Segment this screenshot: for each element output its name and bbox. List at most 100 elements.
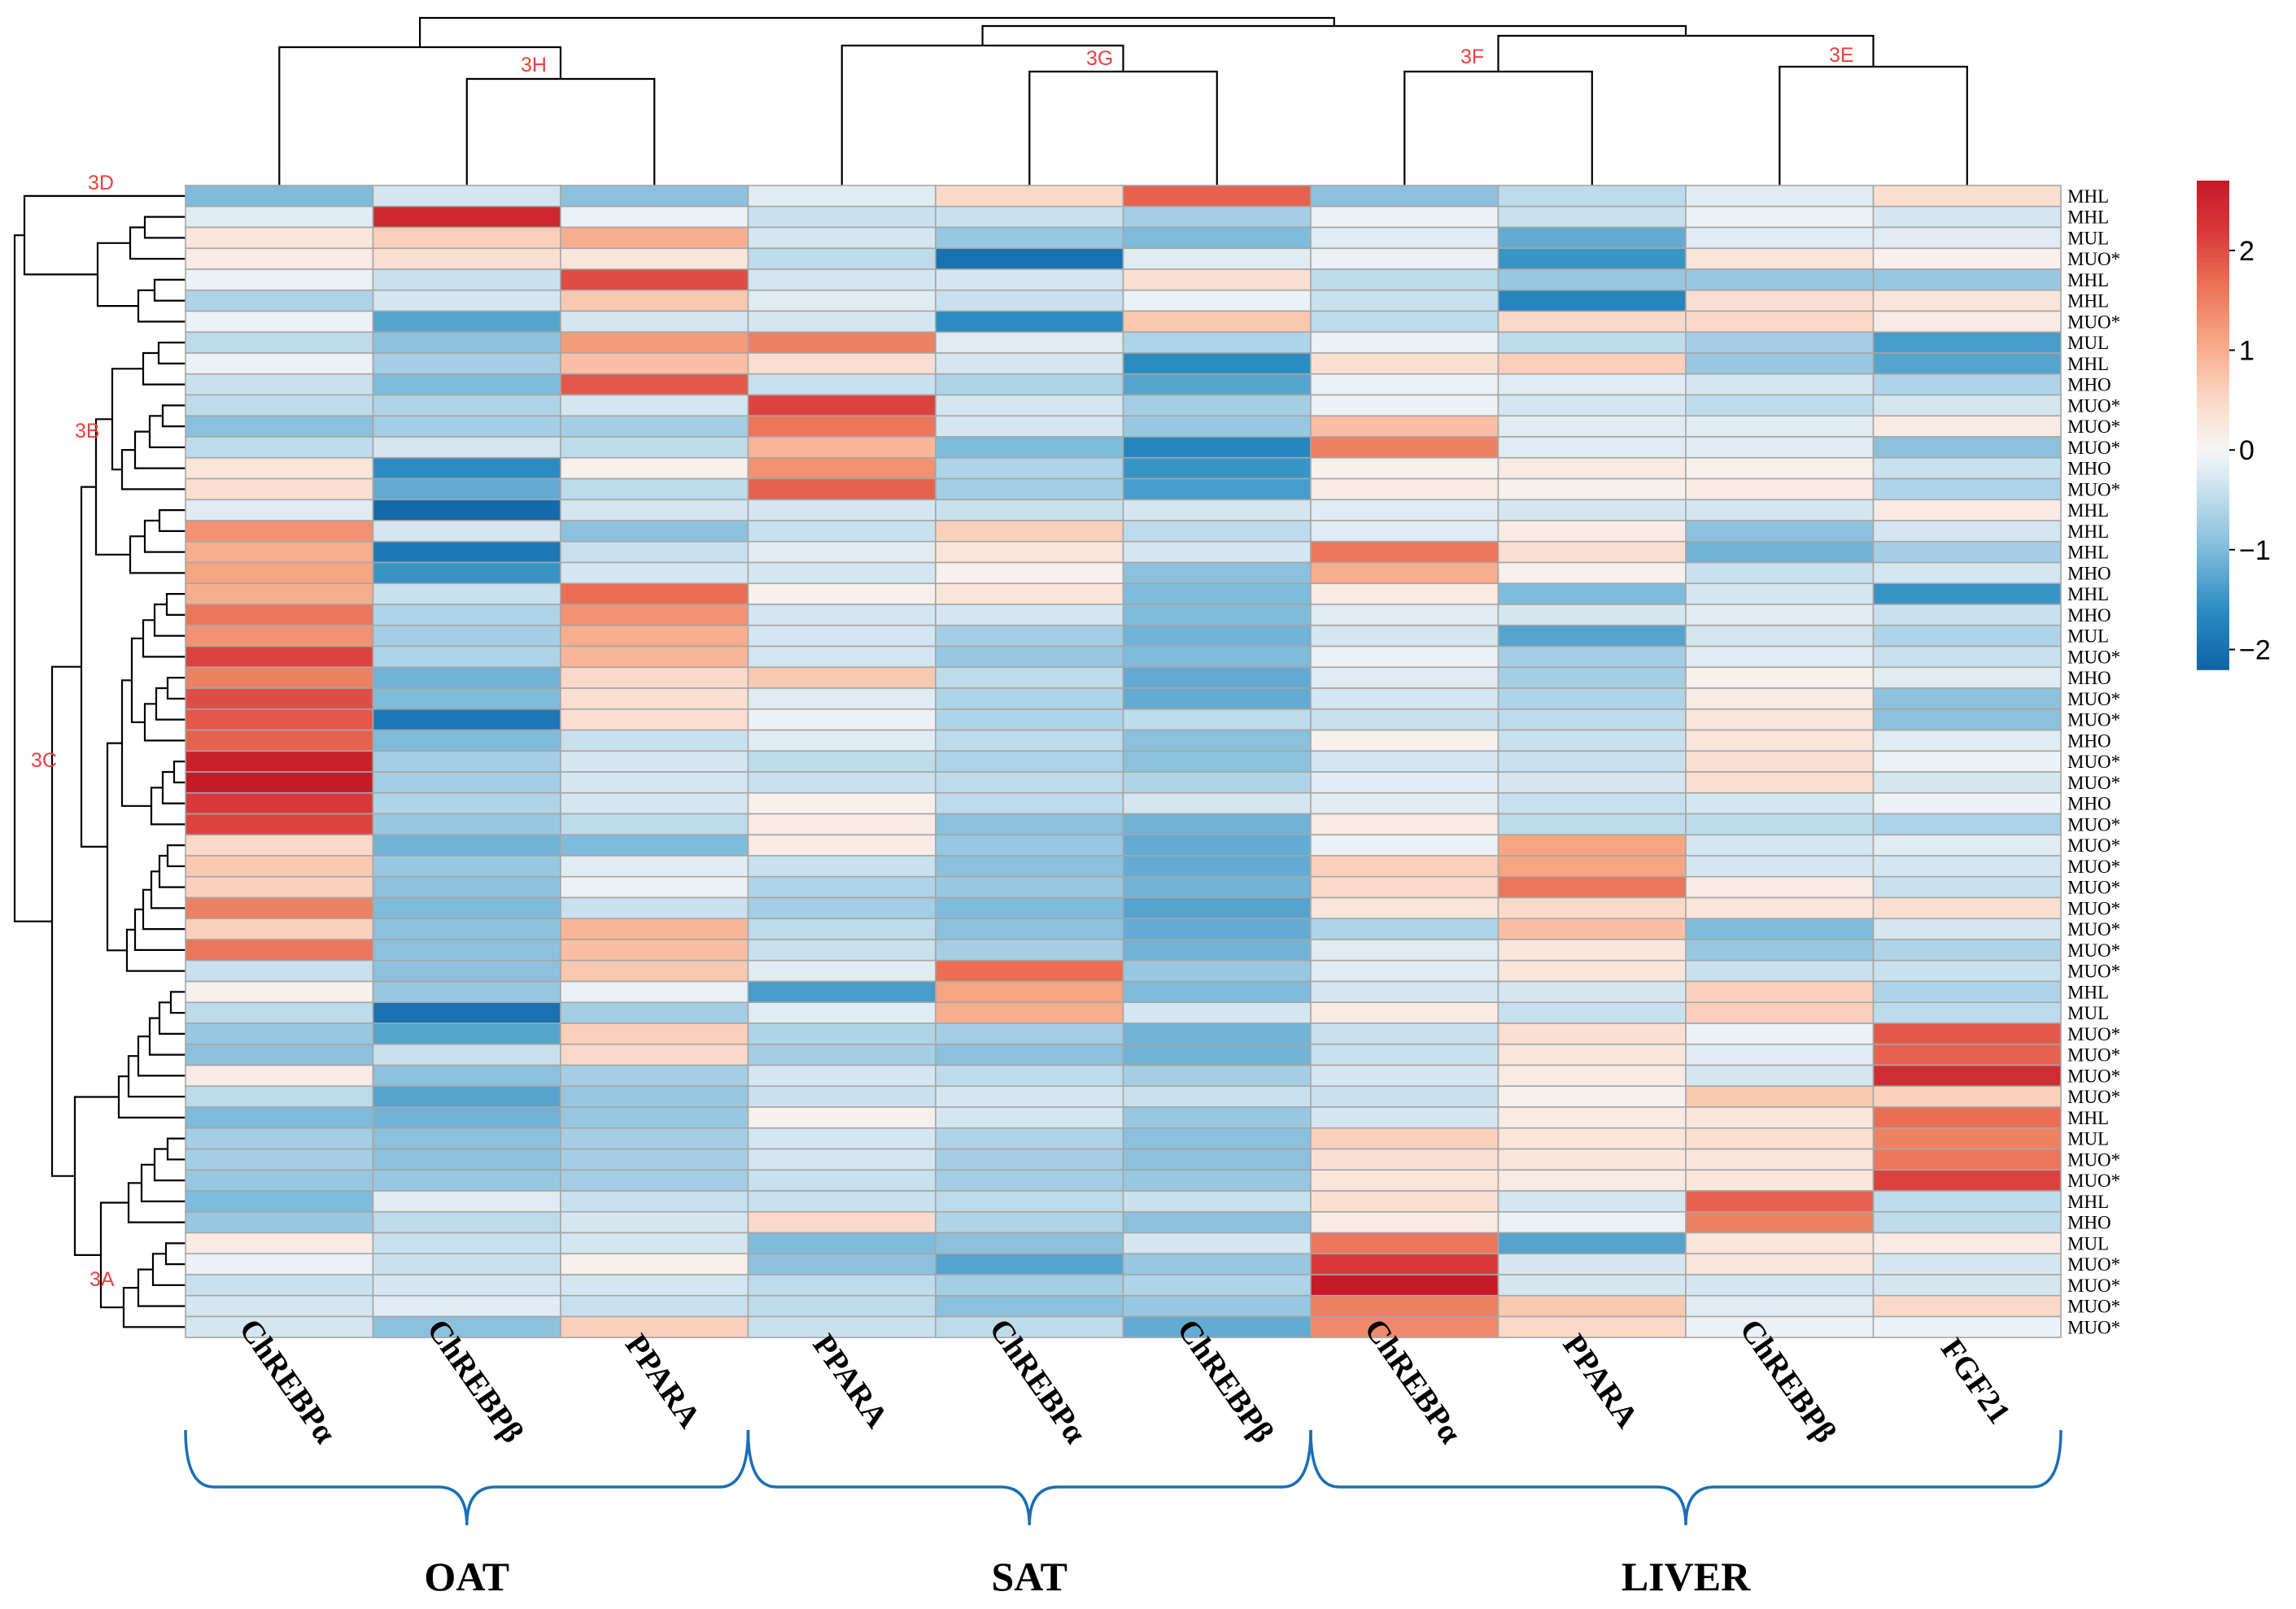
colorbar-segment [2197,315,2229,320]
heatmap-cell [1310,1043,1499,1066]
heatmap-cell [1122,1127,1312,1150]
heatmap-cell [560,1232,749,1255]
heatmap-cell [747,771,936,794]
heatmap-cell [747,582,936,605]
colorbar-segment [2197,372,2229,377]
heatmap-cell [560,1274,749,1297]
colorbar-segment [2197,185,2229,190]
heatmap-cell [1122,980,1312,1004]
heatmap-cell [372,1210,561,1234]
row-labels: MHLMHLMULMUO*MHLMHLMUO*MULMHLMHOMUO*MUO*… [2067,186,2120,1338]
dendrogram-branch [169,991,186,1014]
heatmap-cell [1872,477,2062,501]
heatmap-cell [1497,540,1687,564]
heatmap-cell [747,729,936,752]
heatmap-cell [372,1127,561,1150]
dendrogram-branch [120,449,186,491]
heatmap-cell [185,226,374,250]
heatmap-cell [185,373,374,396]
heatmap-cell [372,1253,561,1275]
dendrogram-branch [129,535,186,574]
heatmap-cell [747,1085,936,1108]
heatmap-cell [747,980,936,1004]
heatmap-cell [1497,980,1687,1004]
heatmap-cell [560,1169,749,1192]
heatmap-cell [1872,729,2062,752]
dendrogram-branch [166,844,186,867]
heatmap-cell [372,1190,561,1213]
dendrogram-branch [465,77,656,185]
heatmap-cell [747,1001,936,1024]
colorbar-segment [2197,290,2229,296]
heatmap-cell [935,268,1124,291]
colorbar-segment [2197,486,2229,491]
row-label: MUO* [2067,710,2120,730]
heatmap-cell [1497,561,1687,585]
heatmap-cell [747,456,936,480]
colorbar-segment [2197,278,2229,284]
row-label: MUO* [2067,1275,2120,1296]
heatmap-cell [1685,373,1875,396]
dendrogram-branch [142,351,186,386]
heatmap-cell [1872,1064,2062,1088]
heatmap-cell [1872,918,2062,940]
heatmap-cell [1872,666,2062,689]
row-label: MUO* [2067,752,2120,772]
heatmap-cell [935,1169,1124,1192]
heatmap-cell [1685,352,1875,375]
heatmap-cell [1122,520,1312,543]
column-label: PPARA [618,1328,707,1435]
heatmap-cell [1872,1106,2062,1129]
heatmap-cell [372,834,561,857]
heatmap-cell [935,1043,1124,1066]
heatmap-cell [1685,1001,1875,1024]
row-label: MUO* [2067,1171,2120,1191]
heatmap-cell [1685,875,1875,899]
heatmap-cell [1122,1274,1312,1297]
row-label: MHO [2067,563,2111,583]
heatmap-cell [747,1064,936,1088]
heatmap-cell [185,540,374,564]
row-label: MHO [2067,1213,2111,1233]
heatmap-cell [1310,226,1499,250]
heatmap-cell [747,185,936,207]
colorbar-segment [2197,591,2229,597]
heatmap-cell [1122,436,1312,459]
colorbar-segment [2197,201,2229,206]
heatmap-cell [1685,1190,1875,1213]
heatmap-cell [1685,1294,1875,1318]
row-label: MUO* [2067,1317,2120,1337]
heatmap-cell [1497,477,1687,501]
heatmap-cell [560,499,749,521]
row-label: MHL [2067,207,2109,228]
heatmap-cell [1122,226,1312,250]
heatmap-cell [1497,604,1687,626]
colorbar-segment [2197,469,2229,475]
row-label: MUO* [2067,1254,2120,1275]
heatmap-cell [185,855,374,878]
heatmap-cell [560,1043,749,1066]
heatmap-cell [560,1023,749,1045]
colorbar-segment [2197,408,2229,414]
heatmap-cell [372,708,561,731]
colorbar-segment [2197,225,2229,230]
heatmap-cell [185,1001,374,1024]
heatmap-cell [185,436,374,459]
heatmap-cell [1685,645,1875,669]
colorbar-segment [2197,616,2229,621]
heatmap-cell [372,1023,561,1045]
heatmap-cell [1122,456,1312,480]
heatmap-cell [560,1127,749,1150]
heatmap-cell [1122,645,1312,669]
colorbar-segment [2197,270,2229,275]
colorbar-segment [2197,665,2229,670]
heatmap-cell [1685,1085,1875,1108]
heatmap-cell [560,624,749,648]
heatmap-cell [1872,540,2062,564]
heatmap-cell [185,729,374,752]
colorbar-segment [2197,661,2229,666]
heatmap-cell [185,896,374,920]
heatmap-cell [1685,980,1875,1004]
heatmap-cell [747,918,936,940]
heatmap-cell [747,436,936,459]
